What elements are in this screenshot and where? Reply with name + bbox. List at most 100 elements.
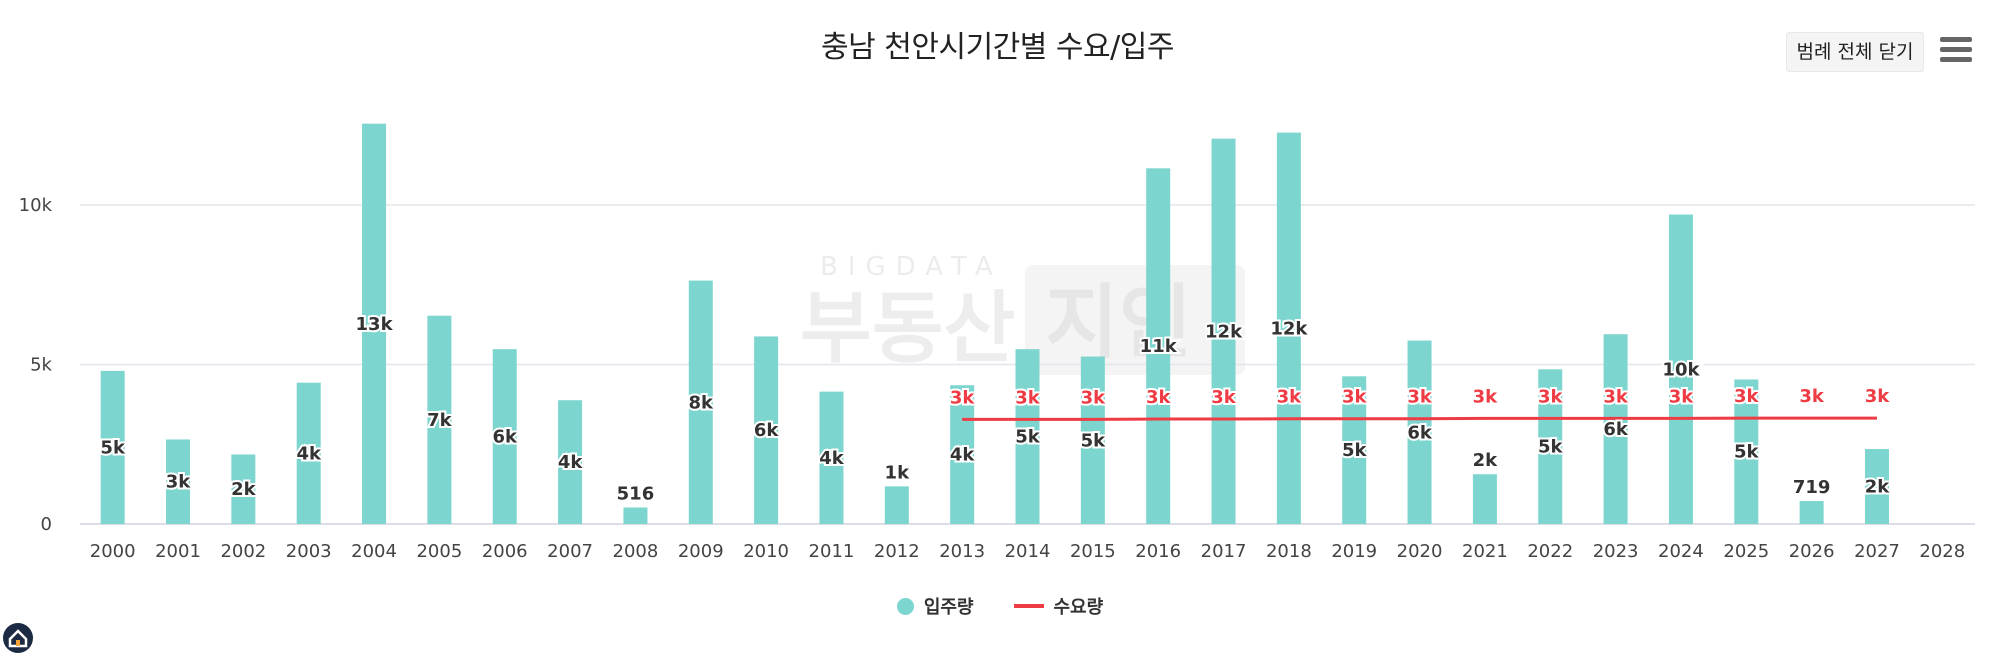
bar-supply [100, 370, 125, 524]
line-data-label: 3k [1865, 386, 1891, 407]
bar-data-label: 6k [754, 420, 780, 441]
x-tick-label: 2020 [1397, 541, 1443, 562]
y-tick-label: 10k [19, 195, 53, 216]
bar-supply [1407, 340, 1432, 524]
menu-bar [1940, 37, 1972, 42]
x-tick-label: 2012 [874, 541, 920, 562]
bar-data-label: 2k [231, 479, 257, 500]
bar-data-label: 4k [296, 443, 322, 464]
line-data-label: 3k [1407, 387, 1433, 408]
bar-data-label: 5k [1015, 427, 1041, 448]
line-data-label: 3k [1538, 386, 1564, 407]
x-tick-label: 2010 [743, 541, 789, 562]
line-data-label: 3k [1603, 386, 1629, 407]
bar-data-label: 6k [1407, 422, 1433, 443]
bar-supply [427, 315, 452, 524]
bar-data-label: 7k [427, 410, 453, 431]
bar-supply [884, 486, 909, 524]
line-data-label: 3k [1211, 387, 1237, 408]
x-tick-label: 2023 [1593, 541, 1639, 562]
bar-supply [558, 400, 583, 524]
line-data-label: 3k [1342, 387, 1368, 408]
bar-supply [1668, 214, 1693, 524]
bar-data-label: 11k [1140, 336, 1178, 357]
x-tick-label: 2019 [1331, 541, 1377, 562]
line-demand [962, 416, 1877, 421]
x-tick-label: 2021 [1462, 541, 1508, 562]
x-tick-label: 2002 [220, 541, 266, 562]
bar-data-label: 719 [1793, 477, 1831, 498]
bar-supply [1080, 356, 1105, 524]
bar-data-label: 4k [558, 452, 584, 473]
line-data-label: 3k [1015, 387, 1041, 408]
x-tick-label: 2018 [1266, 541, 1312, 562]
bar-data-label: 13k [356, 314, 394, 335]
line-data-label: 3k [1669, 386, 1695, 407]
legend-item-supply[interactable]: 입주량 [896, 593, 974, 619]
x-tick-label: 2003 [286, 541, 332, 562]
hamburger-menu-icon[interactable] [1940, 37, 1972, 65]
bar-supply [1015, 349, 1040, 524]
bar-data-label: 5k [1538, 437, 1564, 458]
x-tick-label: 2017 [1201, 541, 1247, 562]
x-tick-label: 2025 [1723, 541, 1769, 562]
bar-supply [1538, 369, 1563, 524]
bar-supply [950, 385, 975, 524]
legend-toggle-button[interactable]: 범례 전체 닫기 [1786, 32, 1924, 72]
bar-data-label: 5k [1342, 440, 1368, 461]
bar-supply [362, 123, 387, 524]
bar-data-label: 10k [1662, 359, 1700, 380]
bar-supply [492, 349, 517, 524]
line-data-label: 3k [1081, 387, 1107, 408]
x-tick-label: 2024 [1658, 541, 1704, 562]
legend-item-demand[interactable]: 수요량 [1013, 593, 1104, 619]
bar-supply [1276, 132, 1301, 524]
line-data-label: 3k [1473, 386, 1499, 407]
y-tick-label: 5k [30, 355, 52, 376]
bar-supply [166, 439, 191, 524]
x-tick-label: 2027 [1854, 541, 1900, 562]
x-tick-label: 2014 [1005, 541, 1051, 562]
bar-supply [688, 280, 713, 524]
bar-supply [623, 507, 648, 524]
bar-data-label: 8k [689, 392, 715, 413]
x-tick-label: 2028 [1919, 541, 1965, 562]
bar-data-label: 12k [1205, 321, 1243, 342]
x-tick-label: 2001 [155, 541, 201, 562]
legend-supply-marker [896, 597, 914, 615]
bar-data-label: 4k [819, 448, 845, 469]
line-data-label: 3k [1146, 387, 1172, 408]
bar-data-label: 6k [1603, 419, 1629, 440]
bar-data-label: 5k [1081, 430, 1107, 451]
bar-supply [1864, 449, 1889, 524]
x-tick-label: 2022 [1527, 541, 1573, 562]
chart-title: 충남 천안시기간별 수요/입주 [821, 30, 1174, 65]
chart-legend: 입주량 수요량 [0, 593, 2000, 619]
bar-data-label: 1k [885, 462, 911, 483]
bar-supply [1799, 501, 1824, 524]
bar-data-label: 4k [950, 445, 976, 466]
x-tick-label: 2013 [939, 541, 985, 562]
legend-demand-marker [1013, 604, 1044, 608]
x-tick-label: 2016 [1135, 541, 1181, 562]
x-tick-label: 2015 [1070, 541, 1116, 562]
x-tick-label: 2009 [678, 541, 724, 562]
bar-data-label: 516 [617, 484, 655, 505]
x-tick-label: 2026 [1789, 541, 1835, 562]
x-tick-label: 2011 [809, 541, 855, 562]
line-data-label: 3k [1734, 386, 1760, 407]
bar-data-label: 2k [1473, 450, 1499, 471]
legend-demand-label: 수요량 [1053, 597, 1104, 618]
bar-data-label: 6k [492, 427, 518, 448]
x-tick-label: 2006 [482, 541, 528, 562]
bar-data-label: 12k [1270, 318, 1308, 339]
bar-supply [1603, 334, 1628, 524]
x-tick-label: 2004 [351, 541, 397, 562]
menu-bar [1940, 57, 1972, 62]
home-icon[interactable] [2, 622, 34, 654]
x-tick-label: 2008 [613, 541, 659, 562]
chart-plot: 0 5k 10k 2000 2001 2002 2003 2004 2005 2006 2007 20… [19, 123, 1975, 562]
bar-data-label: 5k [100, 437, 126, 458]
line-data-label: 3k [950, 387, 976, 408]
bar-data-label: 3k [166, 472, 192, 493]
